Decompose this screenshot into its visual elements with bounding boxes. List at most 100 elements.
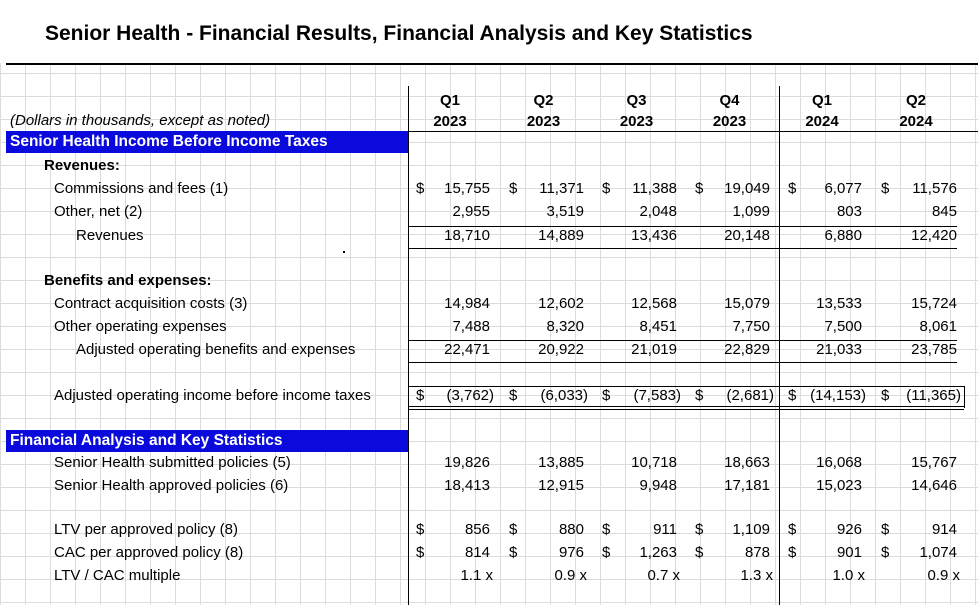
units-note: (Dollars in thousands, except as noted) bbox=[10, 112, 271, 129]
cell-value: 7,488 bbox=[452, 318, 490, 335]
cell-value: 8,320 bbox=[546, 318, 584, 335]
cell-value: 13,885 bbox=[538, 454, 584, 471]
income-double-line-2 bbox=[408, 409, 964, 410]
cell-value: 814 bbox=[464, 544, 490, 561]
cell-value: 0.9 x bbox=[927, 567, 960, 584]
row-label: Other operating expenses bbox=[54, 318, 227, 335]
cell-value: 1,109 bbox=[732, 521, 770, 538]
subtotal-line-expenses bbox=[408, 340, 957, 341]
row-label: Senior Health approved policies (6) bbox=[54, 477, 289, 494]
cell-value: (7,583) bbox=[633, 387, 681, 404]
column-header: Q2 2023 bbox=[498, 90, 590, 132]
cell-value: 13,533 bbox=[816, 295, 862, 312]
cell-value: 22,829 bbox=[724, 341, 770, 358]
currency-symbol: $ bbox=[788, 387, 797, 404]
cell-value: 8,061 bbox=[919, 318, 957, 335]
cell-value: 23,785 bbox=[911, 341, 957, 358]
cell-value: 856 bbox=[464, 521, 490, 538]
column-header: Q1 2023 bbox=[404, 90, 496, 132]
currency-symbol: $ bbox=[602, 544, 611, 561]
cell-value: 21,033 bbox=[816, 341, 862, 358]
cell-value: (14,153) bbox=[810, 387, 866, 404]
stray-mark bbox=[343, 251, 345, 253]
row-label: Commissions and fees (1) bbox=[54, 180, 229, 197]
income-double-line-1 bbox=[408, 406, 964, 407]
cell-value: 2,955 bbox=[452, 203, 490, 220]
cell-value: 1.1 x bbox=[460, 567, 493, 584]
income-top-line bbox=[408, 386, 964, 387]
cell-value: 20,148 bbox=[724, 227, 770, 244]
cell-value: 1.0 x bbox=[832, 567, 865, 584]
cell-value: 20,922 bbox=[538, 341, 584, 358]
page-title: Senior Health - Financial Results, Finan… bbox=[45, 22, 753, 45]
cell-value: 6,880 bbox=[824, 227, 862, 244]
title-divider bbox=[6, 63, 978, 65]
column-quarter: Q2 bbox=[905, 92, 926, 109]
cell-value: 1,099 bbox=[732, 203, 770, 220]
row-label: Contract acquisition costs (3) bbox=[54, 295, 248, 312]
currency-symbol: $ bbox=[788, 521, 797, 538]
cell-value: 11,576 bbox=[912, 180, 957, 197]
currency-symbol: $ bbox=[509, 544, 518, 561]
cell-value: 18,663 bbox=[724, 454, 770, 471]
column-year: 2023 bbox=[619, 113, 654, 130]
column-year: 2024 bbox=[899, 113, 933, 130]
cell-value: 18,710 bbox=[444, 227, 490, 244]
left-column-border bbox=[408, 86, 409, 605]
row-label: Senior Health submitted policies (5) bbox=[54, 454, 291, 471]
cell-value: 880 bbox=[558, 521, 584, 538]
cell-value: 16,068 bbox=[816, 454, 862, 471]
column-header: Q1 2024 bbox=[776, 90, 868, 132]
cell-value: 914 bbox=[931, 521, 957, 538]
currency-symbol: $ bbox=[416, 387, 425, 404]
cell-value: 19,049 bbox=[724, 180, 770, 197]
total-right-border bbox=[964, 386, 965, 408]
cell-value: 14,646 bbox=[911, 477, 957, 494]
section-analysis: Financial Analysis and Key Statistics bbox=[6, 430, 408, 452]
currency-symbol: $ bbox=[509, 180, 518, 197]
cell-value: 22,471 bbox=[444, 341, 490, 358]
row-label: Benefits and expenses: bbox=[44, 272, 212, 289]
header-underline bbox=[408, 131, 978, 132]
cell-value: 14,889 bbox=[538, 227, 584, 244]
currency-symbol: $ bbox=[881, 387, 890, 404]
currency-symbol: $ bbox=[695, 387, 704, 404]
currency-symbol: $ bbox=[602, 387, 611, 404]
currency-symbol: $ bbox=[881, 521, 890, 538]
currency-symbol: $ bbox=[881, 180, 890, 197]
currency-symbol: $ bbox=[602, 521, 611, 538]
column-year: 2023 bbox=[712, 113, 747, 130]
currency-symbol: $ bbox=[788, 544, 797, 561]
currency-symbol: $ bbox=[695, 180, 704, 197]
currency-symbol: $ bbox=[509, 521, 518, 538]
currency-symbol: $ bbox=[416, 521, 425, 538]
column-year: 2023 bbox=[526, 113, 561, 130]
cell-value: 6,077 bbox=[824, 180, 862, 197]
cell-value: 11,371 bbox=[539, 180, 584, 197]
cell-value: 976 bbox=[558, 544, 584, 561]
cell-value: (3,762) bbox=[446, 387, 494, 404]
cell-value: 12,915 bbox=[538, 477, 584, 494]
cell-value: 11,388 bbox=[632, 180, 677, 197]
column-header: Q3 2023 bbox=[591, 90, 683, 132]
cell-value: 845 bbox=[931, 203, 957, 220]
cell-value: 15,079 bbox=[724, 295, 770, 312]
column-quarter: Q4 bbox=[719, 92, 740, 109]
row-label: Revenues: bbox=[44, 157, 120, 174]
cell-value: 8,451 bbox=[639, 318, 677, 335]
total-line-revenues bbox=[408, 248, 957, 249]
currency-symbol: $ bbox=[695, 544, 704, 561]
currency-symbol: $ bbox=[509, 387, 518, 404]
column-year: 2023 bbox=[433, 113, 467, 130]
cell-value: 0.9 x bbox=[554, 567, 587, 584]
row-label: Adjusted operating income before income … bbox=[54, 387, 371, 404]
row-label: Other, net (2) bbox=[54, 203, 143, 220]
cell-value: 2,048 bbox=[639, 203, 677, 220]
currency-symbol: $ bbox=[695, 521, 704, 538]
cell-value: (2,681) bbox=[726, 387, 774, 404]
cell-value: (6,033) bbox=[540, 387, 588, 404]
cell-value: 7,750 bbox=[732, 318, 770, 335]
currency-symbol: $ bbox=[602, 180, 611, 197]
column-header: Q4 2023 bbox=[684, 90, 776, 132]
section-income: Senior Health Income Before Income Taxes bbox=[6, 131, 408, 153]
